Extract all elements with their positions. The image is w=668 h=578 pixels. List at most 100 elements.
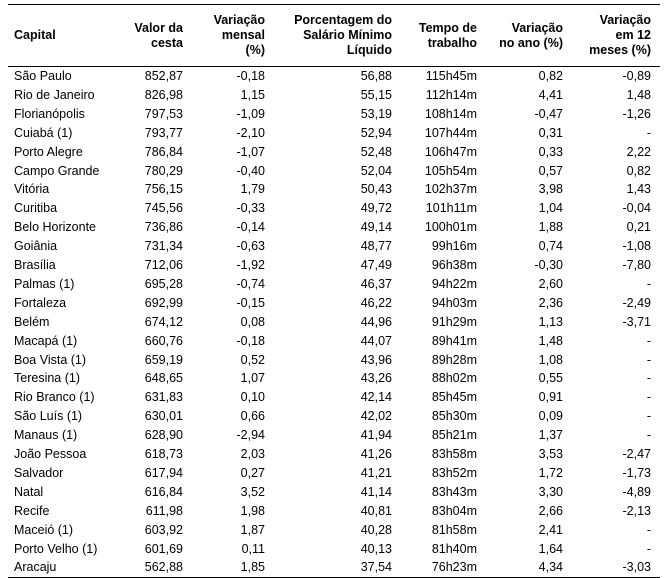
- table-cell: -: [646, 390, 651, 405]
- row-label: Boa Vista (1): [14, 352, 87, 367]
- table-cell: -1,92: [236, 258, 266, 272]
- table-cell: 89h41m: [431, 333, 477, 348]
- table-cell: -1,73: [622, 465, 652, 480]
- table-cell: 611,98: [145, 503, 183, 518]
- table-cell: 52,94: [360, 125, 392, 140]
- table-cell: 0,57: [538, 163, 563, 178]
- table-cell: 0,74: [538, 239, 563, 254]
- table-cell: 48,77: [360, 239, 392, 254]
- table-cell: -1,07: [236, 144, 266, 159]
- table-cell: 0,11: [241, 541, 265, 556]
- table-cell: 83h43m: [431, 484, 477, 499]
- table-cell: 53,19: [360, 106, 392, 121]
- row-label: Curitiba: [14, 201, 58, 216]
- table-cell: 4,41: [538, 87, 563, 102]
- row-label: Maceió (1): [14, 522, 74, 537]
- table-cell: 601,69: [144, 541, 183, 556]
- row-label: Manaus (1): [14, 428, 78, 443]
- column-header: Porcentagem do Salário Mínimo Líquido: [294, 6, 392, 65]
- table-cell: 81h58m: [431, 522, 477, 537]
- table-cell: 1,72: [538, 465, 563, 480]
- row-label: Aracaju: [14, 560, 57, 575]
- table-cell: -0,74: [236, 276, 266, 291]
- table-cell: 52,04: [360, 163, 392, 178]
- table-cell: -2,10: [236, 125, 266, 140]
- table-cell: -1,09: [236, 106, 266, 121]
- table-cell: 101h11m: [425, 201, 477, 216]
- header-line: Variação: [213, 13, 265, 27]
- table-cell: 105h54m: [424, 163, 477, 178]
- table-cell: 85h21m: [431, 428, 477, 443]
- table-cell: 99h16m: [431, 239, 477, 254]
- table-cell: 2,66: [538, 503, 563, 518]
- header-line: em 12: [615, 28, 651, 42]
- table-cell: -0,04: [622, 201, 652, 216]
- row-label: Palmas (1): [14, 276, 75, 291]
- table-cell: 41,26: [360, 447, 392, 461]
- table-cell: 852,87: [144, 69, 183, 83]
- row-label: Belém: [14, 314, 50, 329]
- header-line: cesta: [151, 35, 183, 50]
- table-cell: 43,26: [360, 371, 392, 386]
- table-cell: 107h44m: [424, 125, 477, 140]
- table-cell: -1,08: [622, 239, 652, 254]
- table-cell: -2,94: [236, 428, 266, 443]
- header-line: (%): [245, 43, 265, 57]
- table-cell: -: [646, 352, 651, 367]
- table-cell: -0,40: [236, 163, 266, 178]
- table-cell: -2,49: [622, 295, 652, 310]
- table-cell: 85h30m: [431, 409, 477, 424]
- table-cell: 0,82: [538, 69, 563, 83]
- table-cell: -: [646, 371, 651, 386]
- table-cell: 826,98: [144, 87, 183, 102]
- table-cell: 1,07: [240, 371, 265, 386]
- table-cell: 40,28: [360, 522, 392, 537]
- table-cell: -3,71: [622, 314, 652, 329]
- row-label: Florianópolis: [14, 106, 85, 121]
- row-label: Belo Horizonte: [14, 220, 96, 235]
- table-cell: 108h14m: [424, 106, 477, 121]
- table-cell: 3,53: [538, 447, 563, 461]
- table-cell: 94h22m: [431, 276, 477, 291]
- table-cell: -: [646, 428, 651, 443]
- table-cell: -0,33: [236, 201, 266, 216]
- table-cell: 745,56: [144, 201, 183, 216]
- table-cell: 2,22: [626, 144, 651, 159]
- table-cell: 0,82: [626, 163, 651, 178]
- table-cell: 50,43: [360, 182, 392, 197]
- table-cell: 660,76: [144, 333, 183, 348]
- table-cell: 49,14: [360, 220, 392, 235]
- table-cell: 780,29: [144, 163, 183, 178]
- table-cell: 47,49: [360, 258, 392, 272]
- table-cell: 616,84: [144, 484, 183, 499]
- column-header: Variação mensal (%): [214, 6, 265, 65]
- table-cell: 0,10: [240, 390, 265, 405]
- table-cell: 55,15: [360, 87, 392, 102]
- table-cell: 37,54: [360, 560, 392, 575]
- row-label: Fortaleza: [14, 295, 67, 310]
- table-cell: 659,19: [144, 352, 183, 367]
- table-cell: 44,07: [360, 333, 392, 348]
- row-label: João Pessoa: [14, 447, 87, 461]
- table-cell: 1,15: [240, 87, 265, 102]
- header-line: Variação: [511, 20, 563, 35]
- table-cell: -0,18: [236, 69, 266, 83]
- table-cell: 648,65: [144, 371, 183, 386]
- table-cell: 562,88: [144, 560, 183, 575]
- table-cell: 756,15: [144, 182, 183, 197]
- table-cell: 618,73: [144, 447, 183, 461]
- table-cell: 2,36: [538, 295, 563, 310]
- table-cell: -: [646, 409, 651, 424]
- table-cell: 85h45m: [431, 390, 477, 405]
- table-cell: -7,80: [622, 258, 652, 272]
- table-cell: 89h28m: [431, 352, 477, 367]
- table-cell: 81h40m: [431, 541, 477, 556]
- table-cell: 731,34: [144, 239, 183, 254]
- column-header: Tempo de trabalho: [419, 6, 477, 65]
- table-cell: 1,98: [240, 503, 265, 518]
- table-cell: 0,55: [538, 371, 563, 386]
- header-line: Líquido: [346, 43, 392, 57]
- table-cell: 91h29m: [431, 314, 477, 329]
- table-cell: 44,96: [360, 314, 392, 329]
